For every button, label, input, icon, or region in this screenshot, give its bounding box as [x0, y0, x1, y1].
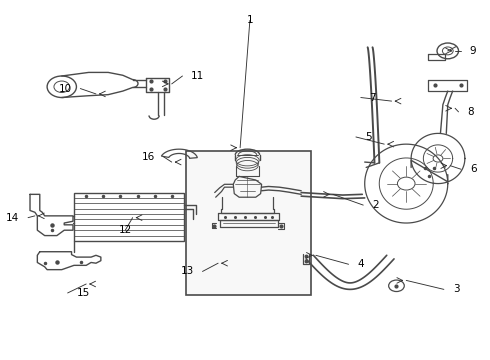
- Bar: [74, 193, 184, 241]
- Text: 14: 14: [6, 213, 19, 222]
- Text: 1: 1: [246, 15, 253, 26]
- Text: 9: 9: [470, 46, 476, 56]
- Text: 11: 11: [191, 71, 204, 81]
- Text: 2: 2: [372, 200, 379, 210]
- Text: 6: 6: [470, 164, 476, 174]
- Text: 4: 4: [357, 259, 364, 269]
- Text: 5: 5: [365, 132, 371, 142]
- Text: 10: 10: [58, 84, 72, 94]
- Text: 8: 8: [467, 107, 474, 117]
- Text: 3: 3: [453, 284, 459, 294]
- Bar: [186, 151, 311, 295]
- Text: 16: 16: [141, 152, 155, 162]
- Text: 12: 12: [119, 225, 132, 235]
- Text: 15: 15: [76, 288, 90, 298]
- Text: 7: 7: [369, 93, 376, 103]
- Text: 13: 13: [180, 266, 194, 276]
